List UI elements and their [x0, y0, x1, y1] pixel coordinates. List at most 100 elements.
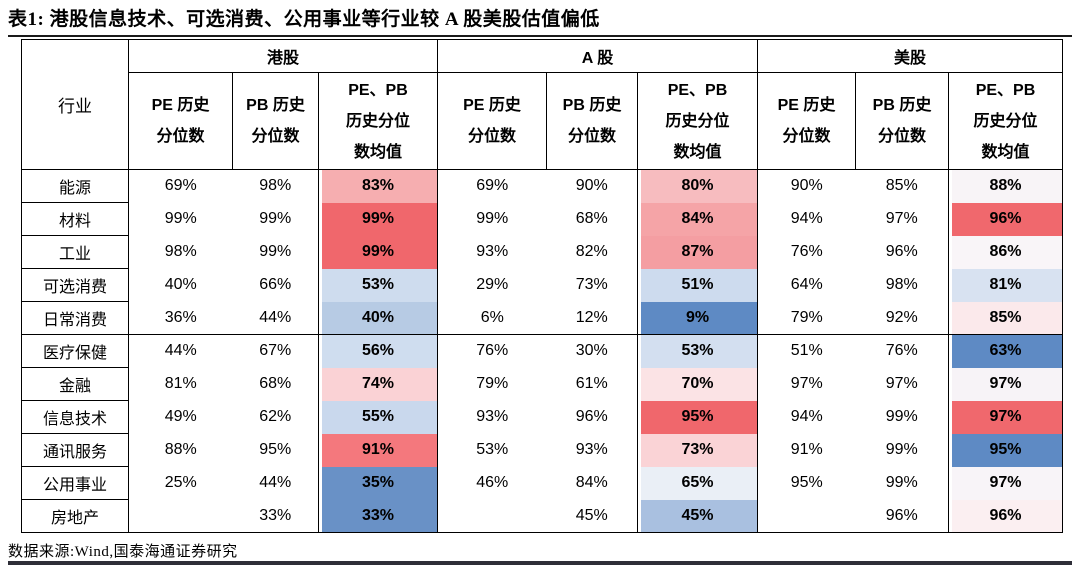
header-industry: 行业	[21, 39, 129, 170]
mean-percentile-cell: 65%	[637, 466, 758, 500]
industry-cell: 公用事业	[21, 466, 129, 500]
mean-percentile-cell: 80%	[637, 169, 758, 203]
percentile-cell	[758, 500, 856, 533]
table-header: 行业 港股 A 股 美股 PE 历史 分位数 PB 历史 分位数 PE、PB 历…	[21, 39, 1063, 170]
subheader-hk-pb: PB 历史 分位数	[232, 72, 319, 170]
industry-cell: 房地产	[21, 499, 129, 533]
percentile-cell: 98%	[885, 276, 918, 293]
mean-percentile-cell: 96%	[948, 202, 1063, 236]
percentile-cell: 76%	[476, 342, 509, 360]
percentile-cell: 93%	[575, 441, 608, 458]
percentile-cell: 46%	[476, 474, 509, 491]
bottom-rule	[8, 561, 1072, 565]
mean-percentile-cell: 97%	[948, 400, 1063, 434]
percentile-cell: 84%	[575, 474, 608, 491]
percentile-cell: 69%	[164, 177, 197, 195]
percentile-cell	[129, 500, 233, 533]
percentile-cell: 93%	[476, 243, 509, 260]
table-row: 工业 98% 99% 99% 93% 82% 87% 76% 96% 86%	[21, 235, 1063, 269]
percentile-cell: 97%	[885, 375, 918, 392]
percentile-cell: 40%	[164, 276, 197, 293]
percentile-cell: 94%	[790, 210, 823, 227]
industry-cell: 可选消费	[21, 268, 129, 302]
percentile-cell: 99%	[885, 474, 918, 491]
percentile-cell: 44%	[259, 474, 292, 491]
percentile-cell: 82%	[575, 243, 608, 260]
industry-cell: 工业	[21, 235, 129, 269]
table-row: 信息技术 49% 62% 55% 93% 96% 95% 94% 99% 97%	[21, 400, 1063, 434]
percentile-cell: 79%	[476, 375, 509, 392]
percentile-cell: 97%	[885, 210, 918, 227]
percentile-cell: 81%	[164, 375, 197, 392]
mean-percentile-cell: 85%	[948, 301, 1063, 335]
percentile-cell: 49%	[164, 408, 197, 425]
table-row: 房地产 33% 33% 45% 45% 96% 96%	[21, 499, 1063, 533]
mean-percentile-cell: 81%	[948, 268, 1063, 302]
percentile-cell: 99%	[164, 210, 197, 227]
mean-percentile-cell: 63%	[948, 334, 1063, 368]
mean-percentile-cell: 51%	[637, 268, 758, 302]
percentile-cell: 76%	[790, 243, 823, 260]
percentile-cell: 99%	[885, 441, 918, 458]
percentile-cell: 90%	[790, 177, 823, 195]
percentile-cell: 96%	[885, 243, 918, 260]
percentile-cell: 36%	[128, 301, 233, 335]
mean-percentile-cell: 45%	[637, 499, 758, 533]
mean-percentile-cell: 70%	[637, 367, 758, 401]
percentile-cell: 61%	[575, 375, 608, 392]
subheader-hk-mean: PE、PB 历史分位 数均值	[318, 72, 438, 170]
subheader-us-pb: PB 历史 分位数	[855, 72, 949, 170]
mean-percentile-cell: 97%	[948, 466, 1063, 500]
mean-percentile-cell: 86%	[948, 235, 1063, 269]
table-row: 可选消费 40% 66% 53% 29% 73% 51% 64% 98% 81%	[21, 268, 1063, 302]
percentile-cell: 85%	[885, 177, 918, 195]
subheader-us-pe: PE 历史 分位数	[757, 72, 856, 170]
mean-percentile-cell: 9%	[637, 301, 758, 335]
mean-percentile-cell: 35%	[318, 466, 438, 500]
table-row: 公用事业 25% 44% 35% 46% 84% 65% 95% 99% 97%	[21, 466, 1063, 500]
mean-percentile-cell: 99%	[318, 202, 438, 236]
percentile-cell: 79%	[757, 301, 856, 335]
mean-percentile-cell: 97%	[948, 367, 1063, 401]
title-rule	[8, 35, 1072, 37]
percentile-cell: 6%	[437, 301, 547, 335]
mean-percentile-cell: 33%	[318, 499, 438, 533]
mean-percentile-cell: 56%	[318, 334, 438, 368]
table-row: 医疗保健 44% 67% 56% 76% 30% 53% 51% 76% 63%	[21, 334, 1063, 368]
percentile-cell: 88%	[164, 441, 197, 458]
mean-percentile-cell: 55%	[318, 400, 438, 434]
percentile-cell: 29%	[476, 276, 509, 293]
table-row: 通讯服务 88% 95% 91% 53% 93% 73% 91% 99% 95%	[21, 433, 1063, 467]
percentile-cell: 95%	[790, 474, 823, 491]
percentile-cell: 68%	[575, 210, 608, 227]
percentile-cell: 96%	[885, 506, 918, 524]
mean-percentile-cell: 40%	[318, 301, 438, 335]
subheader-a-mean: PE、PB 历史分位 数均值	[637, 72, 758, 170]
percentile-cell: 66%	[259, 276, 292, 293]
percentile-cell: 25%	[164, 474, 197, 491]
mean-percentile-cell: 91%	[318, 433, 438, 467]
subheader-us-mean: PE、PB 历史分位 数均值	[948, 72, 1063, 170]
percentile-cell: 99%	[259, 243, 292, 260]
percentile-cell: 64%	[790, 276, 823, 293]
percentile-cell: 68%	[259, 375, 292, 392]
percentile-cell: 67%	[259, 342, 292, 360]
valuation-table: 行业 港股 A 股 美股 PE 历史 分位数 PB 历史 分位数 PE、PB 历…	[21, 39, 1063, 533]
percentile-cell: 30%	[575, 342, 608, 360]
industry-cell: 金融	[21, 367, 129, 401]
percentile-cell: 94%	[790, 408, 823, 425]
mean-percentile-cell: 87%	[637, 235, 758, 269]
industry-cell: 能源	[21, 169, 129, 203]
industry-cell: 医疗保健	[21, 334, 129, 368]
percentile-cell: 98%	[259, 177, 292, 195]
percentile-cell: 99%	[476, 210, 509, 227]
percentile-cell: 93%	[476, 408, 509, 425]
mean-percentile-cell: 74%	[318, 367, 438, 401]
percentile-cell: 95%	[259, 441, 292, 458]
percentile-cell: 33%	[259, 506, 292, 524]
industry-cell: 信息技术	[21, 400, 129, 434]
percentile-cell: 98%	[164, 243, 197, 260]
percentile-cell: 45%	[575, 506, 608, 524]
percentile-cell: 90%	[575, 177, 608, 195]
